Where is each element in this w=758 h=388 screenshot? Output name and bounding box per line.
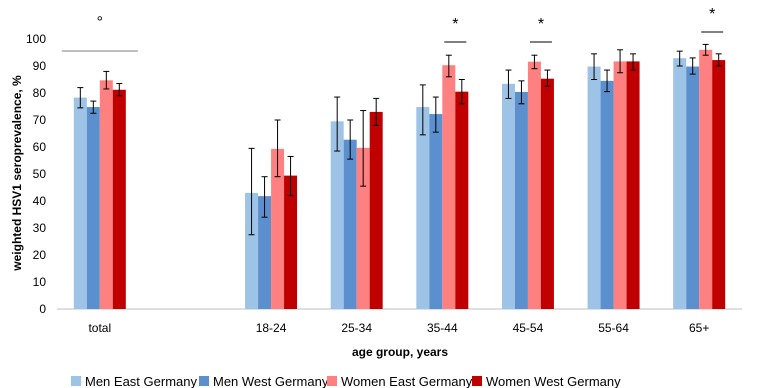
bar bbox=[356, 147, 370, 309]
bar bbox=[527, 61, 541, 310]
y-tick-label: 60 bbox=[33, 140, 47, 154]
y-tick-label: 80 bbox=[33, 86, 47, 100]
bar bbox=[429, 114, 443, 309]
legend-label: Women West Germany bbox=[486, 374, 621, 388]
legend-swatch bbox=[327, 376, 337, 386]
bar bbox=[613, 61, 627, 309]
bar bbox=[99, 80, 113, 309]
bar bbox=[712, 60, 726, 310]
x-tick-label: 45-54 bbox=[513, 321, 544, 335]
x-tick-label: 35-44 bbox=[427, 321, 458, 335]
bar-series bbox=[73, 49, 726, 310]
x-tick-label: total bbox=[88, 321, 111, 335]
x-tick-label: 55-64 bbox=[598, 321, 629, 335]
x-tick-label: 65+ bbox=[689, 321, 709, 335]
bar bbox=[343, 139, 357, 309]
bar bbox=[369, 111, 383, 310]
error-bars bbox=[77, 43, 722, 236]
bar bbox=[626, 61, 640, 309]
legend-swatch bbox=[199, 376, 209, 386]
bar bbox=[245, 192, 259, 309]
bar bbox=[600, 80, 614, 309]
significance-marker: * bbox=[538, 16, 544, 33]
y-tick-label: 90 bbox=[33, 59, 47, 73]
y-tick-label: 0 bbox=[39, 302, 46, 316]
bar bbox=[416, 107, 430, 309]
bar bbox=[455, 91, 469, 310]
bar bbox=[73, 97, 87, 309]
legend-swatch bbox=[472, 376, 482, 386]
significance-marker: * bbox=[452, 16, 458, 33]
legend-label: Men East Germany bbox=[85, 374, 197, 388]
bar bbox=[686, 66, 700, 309]
bar bbox=[442, 65, 456, 309]
x-axis-title: age group, years bbox=[352, 345, 448, 359]
bar bbox=[587, 66, 601, 309]
y-tick-label: 100 bbox=[26, 32, 46, 46]
y-tick-label: 30 bbox=[33, 221, 47, 235]
bar bbox=[699, 49, 713, 310]
x-axis-tick-labels: total 18-24 25-34 35-44 45-54 55-64 65+ bbox=[88, 321, 709, 335]
y-tick-label: 70 bbox=[33, 113, 47, 127]
legend-swatch bbox=[71, 376, 81, 386]
bar bbox=[501, 83, 515, 309]
significance-annotations: ° * * * bbox=[61, 6, 724, 52]
bar bbox=[86, 107, 100, 309]
y-axis-title: weighted HSV1 seroprevalence, % bbox=[10, 75, 24, 272]
y-tick-label: 10 bbox=[33, 275, 47, 289]
bar bbox=[284, 175, 298, 309]
significance-marker: ° bbox=[97, 14, 103, 31]
y-axis-ticks: 0 10 20 30 40 50 60 70 80 90 100 bbox=[26, 32, 46, 316]
bar bbox=[330, 121, 344, 309]
bar bbox=[112, 89, 126, 309]
bar bbox=[271, 148, 285, 309]
bar bbox=[514, 91, 528, 309]
y-tick-label: 20 bbox=[33, 248, 47, 262]
x-tick-label: 25-34 bbox=[341, 321, 372, 335]
bar bbox=[673, 58, 687, 309]
x-tick-label: 18-24 bbox=[256, 321, 287, 335]
y-tick-label: 50 bbox=[33, 167, 47, 181]
legend-label: Men West Germany bbox=[213, 374, 329, 388]
bar bbox=[540, 78, 554, 309]
legend-label: Women East Germany bbox=[341, 374, 473, 388]
bar bbox=[258, 196, 272, 309]
y-tick-label: 40 bbox=[33, 194, 47, 208]
significance-marker: * bbox=[709, 6, 715, 23]
legend: Men East Germany Men West Germany Women Ea… bbox=[71, 374, 621, 388]
